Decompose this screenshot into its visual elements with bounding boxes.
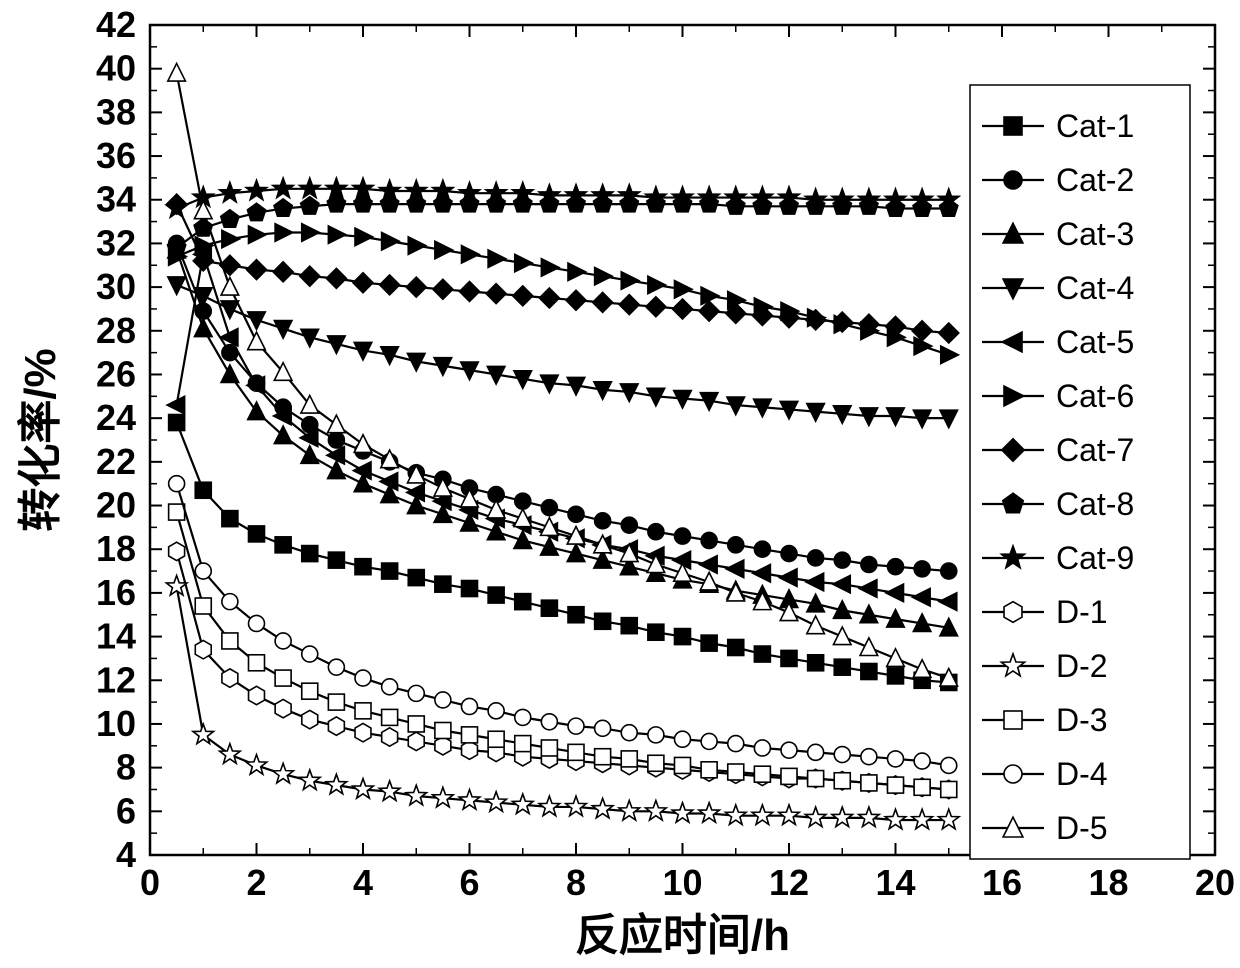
legend-label: Cat-8 [1056,486,1134,522]
y-tick-label: 38 [96,91,136,132]
y-axis-label: 转化率/% [16,348,65,531]
legend-label: Cat-1 [1056,108,1134,144]
legend-label: D-3 [1056,702,1108,738]
x-tick-label: 6 [459,862,479,903]
legend-label: Cat-3 [1056,216,1134,252]
y-tick-label: 28 [96,310,136,351]
x-tick-label: 0 [140,862,160,903]
legend-label: Cat-5 [1056,324,1134,360]
y-tick-label: 24 [96,397,136,438]
legend-label: Cat-7 [1056,432,1134,468]
chart-container: 0246810121416182046810121416182022242628… [0,0,1240,968]
y-tick-label: 4 [116,834,136,875]
y-tick-label: 8 [116,747,136,788]
x-axis-label: 反应时间/h [575,911,790,960]
x-tick-label: 16 [982,862,1022,903]
y-tick-label: 42 [96,4,136,45]
x-tick-label: 20 [1195,862,1235,903]
legend-label: Cat-9 [1056,540,1134,576]
legend-label: D-2 [1056,648,1108,684]
legend-label: Cat-6 [1056,378,1134,414]
legend-label: D-1 [1056,594,1108,630]
y-tick-label: 30 [96,266,136,307]
y-tick-label: 10 [96,703,136,744]
legend: Cat-1 Cat-2 Cat-3 Cat-4 Cat-5 Cat-6 Cat-7 Cat-8… [970,85,1190,859]
y-tick-label: 22 [96,441,136,482]
x-tick-label: 4 [353,862,373,903]
x-tick-label: 12 [769,862,809,903]
x-tick-label: 10 [662,862,702,903]
y-tick-label: 14 [96,616,136,657]
legend-label: Cat-2 [1056,162,1134,198]
y-tick-label: 40 [96,48,136,89]
legend-label: Cat-4 [1056,270,1134,306]
y-tick-label: 6 [116,790,136,831]
y-tick-label: 32 [96,222,136,263]
y-tick-label: 36 [96,135,136,176]
y-tick-label: 20 [96,485,136,526]
y-tick-label: 34 [96,179,136,220]
legend-label: D-5 [1056,810,1108,846]
y-tick-label: 26 [96,353,136,394]
x-tick-label: 2 [246,862,266,903]
x-tick-label: 18 [1088,862,1128,903]
legend-label: D-4 [1056,756,1108,792]
x-tick-label: 8 [566,862,586,903]
x-tick-label: 14 [875,862,915,903]
y-tick-label: 16 [96,572,136,613]
chart-svg: 0246810121416182046810121416182022242628… [0,0,1240,968]
y-tick-label: 12 [96,659,136,700]
y-tick-label: 18 [96,528,136,569]
